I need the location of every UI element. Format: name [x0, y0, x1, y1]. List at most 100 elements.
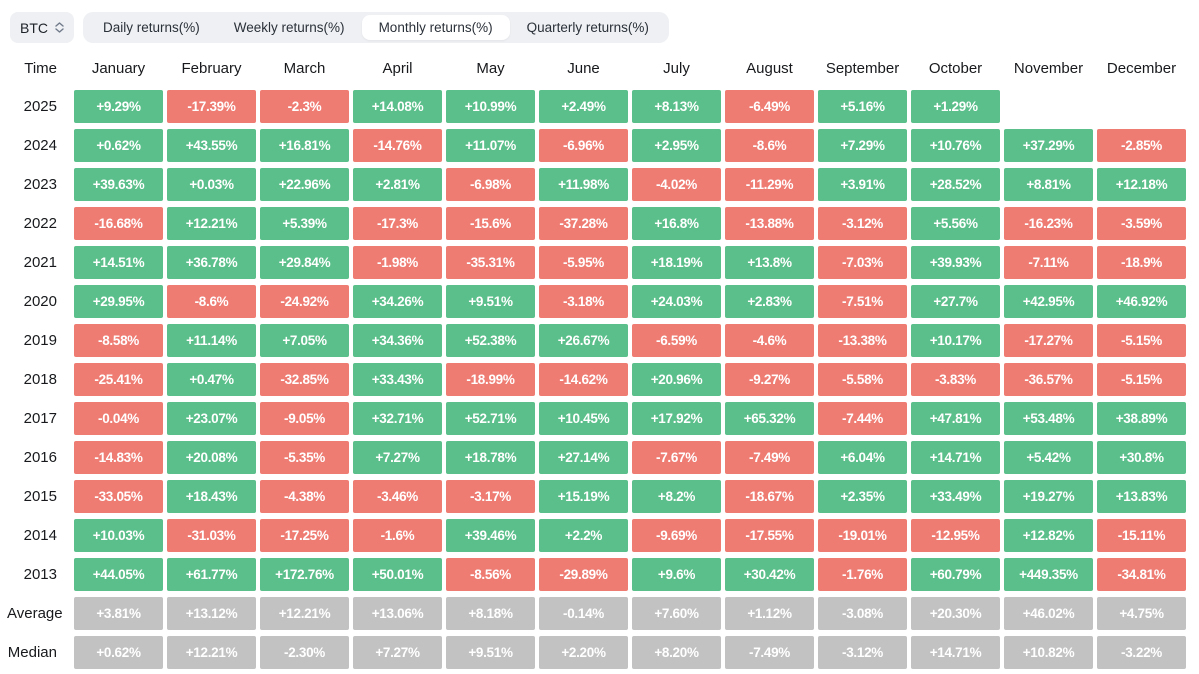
table-row-2024: 2024 +0.62% +43.55% +16.81% -14.76% +11.07% -6…	[7, 126, 1199, 165]
cell-wrap: -33.05%	[72, 477, 165, 516]
return-cell: +18.43%	[167, 480, 256, 513]
return-cell: +52.38%	[446, 324, 535, 357]
cell-wrap: +32.71%	[351, 399, 444, 438]
return-cell: -1.6%	[353, 519, 442, 552]
cell-wrap: +18.19%	[630, 243, 723, 282]
cell-wrap: +47.81%	[909, 399, 1002, 438]
cell-wrap: -11.29%	[723, 165, 816, 204]
return-cell: -14.76%	[353, 129, 442, 162]
cell-wrap: +19.27%	[1002, 477, 1095, 516]
return-cell: +39.46%	[446, 519, 535, 552]
cell-wrap: -18.9%	[1095, 243, 1188, 282]
return-cell: +5.56%	[911, 207, 1000, 240]
cell-wrap: -14.83%	[72, 438, 165, 477]
return-cell: +0.62%	[74, 636, 163, 669]
return-cell: +20.30%	[911, 597, 1000, 630]
tab-monthly[interactable]: Monthly returns(%)	[361, 15, 510, 40]
return-cell: -3.46%	[353, 480, 442, 513]
cell-wrap: +33.49%	[909, 477, 1002, 516]
return-cell: +12.21%	[167, 207, 256, 240]
return-cell: -7.67%	[632, 441, 721, 474]
return-cell: -11.29%	[725, 168, 814, 201]
return-cell: -4.6%	[725, 324, 814, 357]
return-cell: -8.58%	[74, 324, 163, 357]
symbol-selector[interactable]: BTC	[10, 12, 74, 43]
return-cell: +14.51%	[74, 246, 163, 279]
cell-wrap: +61.77%	[165, 555, 258, 594]
return-cell: +9.51%	[446, 285, 535, 318]
return-cell	[1097, 90, 1186, 123]
return-cell: -3.83%	[911, 363, 1000, 396]
row-label: 2019	[23, 332, 57, 349]
cell-wrap: +60.79%	[909, 555, 1002, 594]
return-cell: +5.39%	[260, 207, 349, 240]
return-cell: +34.36%	[353, 324, 442, 357]
table-row-average: Average +3.81% +13.12% +12.21% +13.06% +8.18%…	[7, 594, 1199, 633]
return-cell: -6.59%	[632, 324, 721, 357]
return-cell: -18.9%	[1097, 246, 1186, 279]
cell-wrap: -36.57%	[1002, 360, 1095, 399]
return-cell: -8.56%	[446, 558, 535, 591]
cell-wrap: -7.11%	[1002, 243, 1095, 282]
cell-wrap: +37.29%	[1002, 126, 1095, 165]
return-cell: -3.22%	[1097, 636, 1186, 669]
return-cell: -17.3%	[353, 207, 442, 240]
return-cell: +8.13%	[632, 90, 721, 123]
cell-wrap: -37.28%	[537, 204, 630, 243]
return-cell: -37.28%	[539, 207, 628, 240]
cell-wrap	[1095, 87, 1188, 126]
return-cell: +449.35%	[1004, 558, 1093, 591]
cell-wrap: -15.6%	[444, 204, 537, 243]
return-cell: -24.92%	[260, 285, 349, 318]
return-cell: +8.20%	[632, 636, 721, 669]
return-cell: +30.42%	[725, 558, 814, 591]
tab-weekly[interactable]: Weekly returns(%)	[233, 20, 345, 35]
return-cell: +20.08%	[167, 441, 256, 474]
cell-wrap: -7.67%	[630, 438, 723, 477]
cell-wrap: +20.08%	[165, 438, 258, 477]
return-cell: +17.92%	[632, 402, 721, 435]
returns-period-tabs: Daily returns(%) Weekly returns(%) Monthly…	[83, 12, 669, 43]
return-cell: +13.12%	[167, 597, 256, 630]
cell-wrap: -14.76%	[351, 126, 444, 165]
return-cell: +2.81%	[353, 168, 442, 201]
month-header-august: August	[746, 60, 793, 77]
cell-wrap: +42.95%	[1002, 282, 1095, 321]
cell-wrap: +50.01%	[351, 555, 444, 594]
return-cell: +13.83%	[1097, 480, 1186, 513]
return-cell: +0.47%	[167, 363, 256, 396]
cell-wrap: -6.49%	[723, 87, 816, 126]
cell-wrap: -13.88%	[723, 204, 816, 243]
cell-wrap: +3.91%	[816, 165, 909, 204]
return-cell: +20.96%	[632, 363, 721, 396]
return-cell: -17.39%	[167, 90, 256, 123]
cell-wrap: +13.12%	[165, 594, 258, 633]
cell-wrap: -3.18%	[537, 282, 630, 321]
table-header-row: Time January February March April May June Jul…	[7, 50, 1199, 87]
cell-wrap: -3.12%	[816, 633, 909, 672]
tab-daily[interactable]: Daily returns(%)	[103, 20, 200, 35]
return-cell: +4.75%	[1097, 597, 1186, 630]
cell-wrap: +43.55%	[165, 126, 258, 165]
return-cell: +39.93%	[911, 246, 1000, 279]
cell-wrap: -24.92%	[258, 282, 351, 321]
cell-wrap: +24.03%	[630, 282, 723, 321]
return-cell: -17.25%	[260, 519, 349, 552]
cell-wrap: -9.05%	[258, 399, 351, 438]
cell-wrap: +2.95%	[630, 126, 723, 165]
toolbar: BTC Daily returns(%) Weekly returns(%) Mon…	[10, 12, 1199, 43]
cell-wrap: +14.51%	[72, 243, 165, 282]
return-cell: +9.29%	[74, 90, 163, 123]
tab-quarterly[interactable]: Quarterly returns(%)	[526, 20, 649, 35]
return-cell: -5.15%	[1097, 363, 1186, 396]
cell-wrap: +13.06%	[351, 594, 444, 633]
table-row-2018: 2018 -25.41% +0.47% -32.85% +33.43% -18.99% -1…	[7, 360, 1199, 399]
cell-wrap: -18.99%	[444, 360, 537, 399]
return-cell: +10.99%	[446, 90, 535, 123]
cell-wrap: +10.03%	[72, 516, 165, 555]
row-label: 2017	[23, 410, 57, 427]
cell-wrap: +16.8%	[630, 204, 723, 243]
return-cell: +50.01%	[353, 558, 442, 591]
return-cell: -2.30%	[260, 636, 349, 669]
return-cell: +53.48%	[1004, 402, 1093, 435]
